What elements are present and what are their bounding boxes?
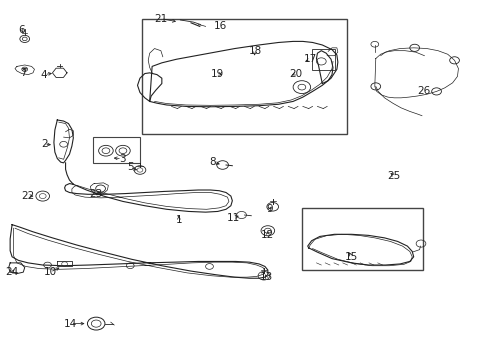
Text: 3: 3: [119, 154, 125, 163]
Text: 23: 23: [89, 189, 102, 199]
Text: 5: 5: [127, 162, 133, 172]
Text: 6: 6: [19, 25, 25, 35]
Bar: [142, 19, 346, 134]
Text: 25: 25: [387, 171, 400, 181]
Text: 20: 20: [288, 68, 302, 78]
Text: 15: 15: [344, 252, 357, 262]
Text: 8: 8: [209, 157, 216, 167]
Text: 1: 1: [175, 215, 182, 225]
Text: 2: 2: [41, 139, 47, 149]
Text: 13: 13: [259, 272, 272, 282]
Bar: [301, 207, 423, 270]
Text: 22: 22: [21, 191, 35, 201]
Text: 9: 9: [266, 204, 272, 214]
Text: 19: 19: [211, 68, 224, 78]
Text: 24: 24: [5, 267, 19, 277]
Text: 7: 7: [20, 68, 26, 78]
Text: 11: 11: [227, 212, 240, 222]
Text: 17: 17: [303, 54, 316, 64]
Text: 16: 16: [213, 21, 226, 31]
Text: 18: 18: [248, 46, 261, 57]
Text: 26: 26: [416, 86, 429, 96]
Bar: [311, 49, 334, 70]
Text: 10: 10: [43, 267, 57, 277]
Text: 14: 14: [63, 319, 77, 329]
Text: 4: 4: [41, 69, 47, 80]
Bar: [93, 137, 140, 163]
Text: 12: 12: [261, 230, 274, 240]
Text: 21: 21: [154, 14, 167, 23]
